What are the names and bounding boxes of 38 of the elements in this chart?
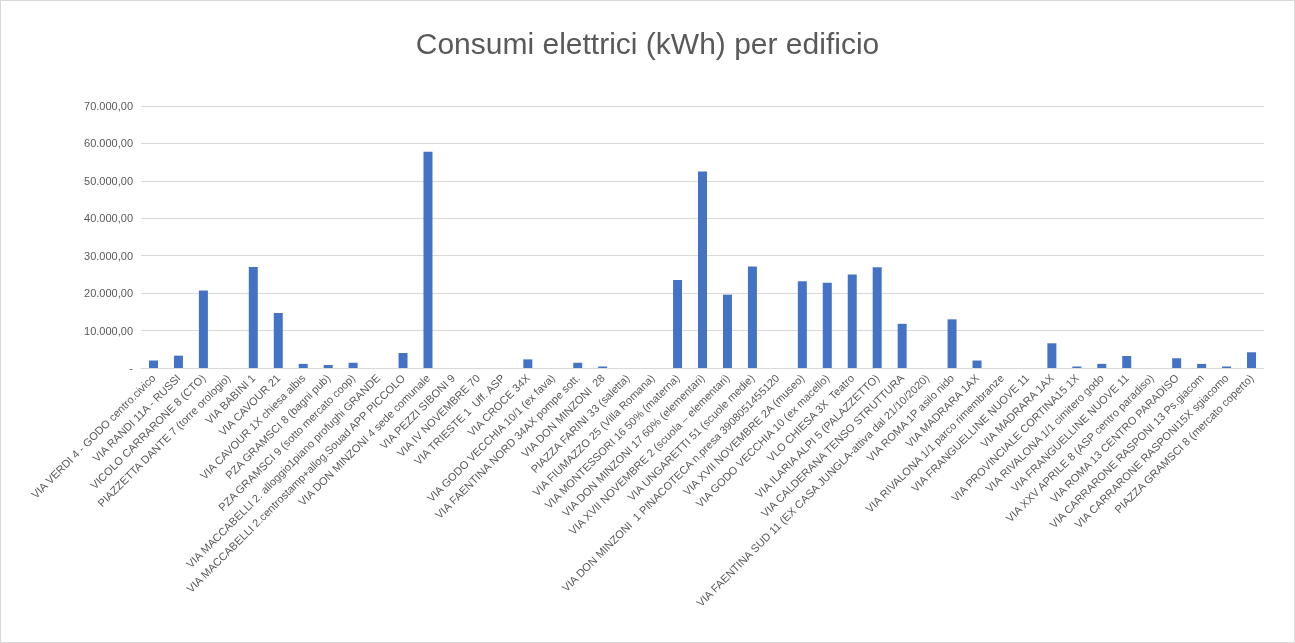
- bar: [248, 266, 258, 368]
- bar: [348, 362, 358, 368]
- bar: [198, 290, 208, 368]
- bar: [298, 363, 308, 368]
- bar: [173, 355, 183, 368]
- y-tick-label: 30.000,00: [84, 249, 133, 262]
- bar: [273, 312, 283, 368]
- bar: [847, 274, 857, 368]
- bar: [398, 353, 408, 368]
- bar: [972, 360, 982, 368]
- bar: [698, 171, 707, 368]
- chart-title: Consumi elettrici (kWh) per edificio: [415, 26, 880, 60]
- bar: [897, 323, 907, 368]
- bar: [323, 365, 333, 368]
- bar: [747, 266, 757, 368]
- bar: [423, 151, 433, 368]
- bar: [523, 359, 533, 368]
- bar: [947, 319, 957, 368]
- bar: [148, 360, 158, 368]
- bar: [1197, 363, 1207, 368]
- bar: [1122, 356, 1132, 368]
- y-tick-label: 20.000,00: [84, 287, 133, 300]
- bar: [1172, 358, 1182, 368]
- y-tick-label: 70.000,00: [84, 100, 133, 112]
- bar: [722, 294, 732, 368]
- bar: [673, 280, 683, 368]
- bar: [573, 362, 583, 368]
- bar: [1047, 343, 1057, 368]
- bar: [1247, 352, 1257, 368]
- bar: [797, 281, 807, 368]
- y-tick-label: 40.000,00: [84, 212, 133, 225]
- y-tick-label: 60.000,00: [84, 137, 133, 150]
- bar: [872, 267, 882, 368]
- bar: [822, 282, 832, 368]
- bar: [1097, 363, 1107, 368]
- y-tick-label: -: [129, 362, 134, 374]
- y-tick-label: 10.000,00: [84, 324, 133, 337]
- y-tick-label: 50.000,00: [84, 174, 133, 187]
